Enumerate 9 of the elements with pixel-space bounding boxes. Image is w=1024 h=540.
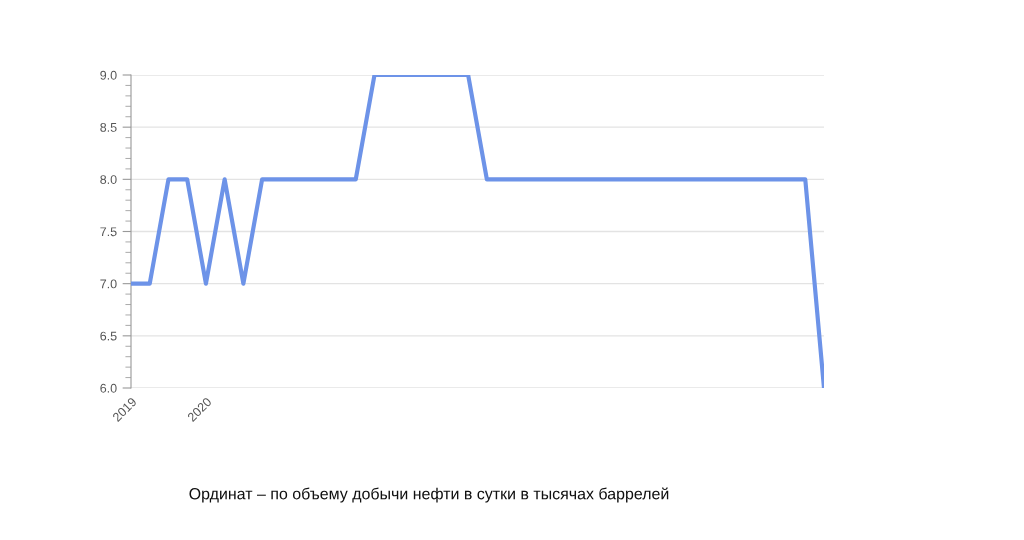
y-tick-label: 8.5 (100, 122, 117, 132)
y-tick-label: 7.5 (100, 227, 117, 237)
y-tick-label: 6.5 (100, 331, 117, 341)
y-tick-label: 8.0 (100, 175, 117, 184)
y-tick-label: 6.0 (100, 383, 117, 393)
text: Ординат – по объему добычи нефти в сутки в тысячах баррелей (189, 487, 669, 503)
y-tick-label: 7.0 (100, 279, 117, 289)
line-series (131, 75, 824, 388)
y-tick-label: 9.0 (100, 70, 117, 80)
